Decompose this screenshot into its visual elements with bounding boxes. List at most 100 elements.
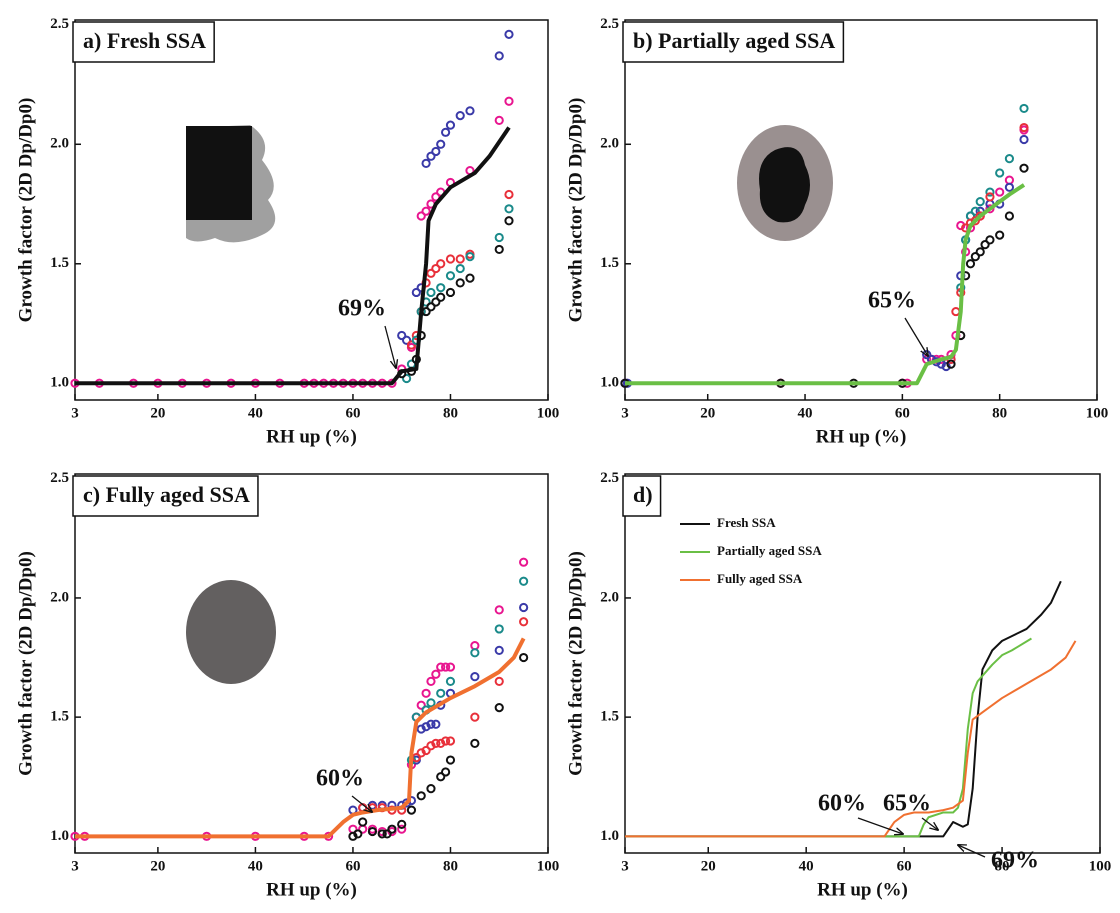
data-point — [946, 359, 956, 369]
data-point — [956, 220, 966, 231]
fit-line — [625, 183, 1026, 386]
data-point — [445, 120, 456, 130]
annotation-arrow — [921, 817, 938, 830]
data-point — [397, 824, 407, 834]
data-point — [421, 206, 431, 216]
data-point — [465, 273, 475, 283]
y-tick-label: 2.0 — [50, 136, 69, 152]
x-tick-label: 3 — [71, 858, 79, 874]
data-point — [1004, 182, 1015, 192]
data-point — [975, 211, 985, 221]
data-point — [367, 826, 378, 837]
x-tick-label: 80 — [995, 858, 1010, 874]
data-point — [406, 805, 417, 815]
data-point — [1019, 103, 1029, 114]
data-point — [1019, 134, 1029, 145]
data-point — [975, 197, 985, 207]
data-point — [985, 187, 995, 197]
data-point — [436, 139, 446, 149]
data-point — [1004, 175, 1015, 185]
data-point — [985, 192, 995, 202]
data-point — [494, 232, 504, 243]
fit-line — [75, 126, 511, 386]
data-point — [1004, 211, 1015, 221]
data-point — [504, 204, 514, 214]
data-point — [421, 688, 431, 698]
data-point — [431, 738, 441, 748]
data-point — [426, 741, 436, 751]
y-tick-label: 1.0 — [50, 375, 69, 391]
data-point — [401, 335, 412, 345]
x-tick-label: 3 — [621, 858, 629, 874]
y-tick-label: 2.5 — [600, 470, 619, 486]
data-point — [416, 791, 426, 801]
data-point — [494, 702, 504, 713]
x-axis-label: RH up (%) — [816, 426, 907, 447]
y-tick-label: 1.0 — [50, 828, 69, 844]
data-point — [421, 745, 431, 756]
x-tick-label: 3 — [71, 405, 79, 421]
data-point — [397, 819, 407, 829]
data-point — [421, 158, 431, 168]
y-tick-label: 1.5 — [600, 255, 619, 271]
x-tick-label: 40 — [798, 405, 813, 421]
data-point — [995, 168, 1005, 178]
y-tick-label: 1.0 — [600, 375, 619, 391]
data-point — [470, 641, 480, 651]
x-tick-label: 60 — [345, 405, 360, 421]
annotation-arrow — [384, 325, 396, 368]
fit-line — [625, 640, 1077, 838]
data-point — [426, 268, 436, 278]
y-tick-label: 2.0 — [50, 589, 69, 605]
data-point — [440, 767, 451, 777]
data-point — [504, 216, 514, 226]
y-axis-label: Growth factor (2D Dp/Dp0) — [565, 98, 586, 323]
data-point — [353, 829, 363, 839]
data-point — [975, 247, 985, 257]
data-point — [426, 151, 436, 161]
data-point — [504, 96, 514, 106]
data-point — [455, 278, 465, 288]
y-axis-label: Growth factor (2D Dp/Dp0) — [15, 98, 36, 323]
data-point — [431, 297, 441, 307]
data-point — [470, 712, 480, 722]
x-tick-label: 40 — [248, 405, 263, 421]
data-point — [436, 772, 446, 782]
data-point — [465, 252, 475, 262]
data-point — [440, 736, 451, 746]
data-point — [470, 738, 480, 748]
data-point — [445, 662, 456, 672]
panel-title: b) Partially aged SSA — [633, 28, 835, 53]
data-point — [426, 302, 436, 312]
y-tick-label: 1.5 — [50, 255, 69, 271]
x-axis-label: RH up (%) — [266, 879, 357, 900]
data-point — [494, 244, 504, 255]
data-point — [494, 51, 504, 61]
fit-line — [625, 637, 1032, 838]
panel-title: c) Fully aged SSA — [83, 482, 250, 507]
data-point — [494, 115, 504, 125]
x-tick-label: 80 — [992, 405, 1007, 421]
data-point — [965, 259, 976, 269]
data-point — [995, 187, 1005, 197]
data-point — [406, 340, 417, 350]
legend-label: Fresh SSA — [717, 515, 776, 530]
panel: 3 20 40 60 80 100 1.0 1.5 2.0 2.5 RH up (%) Growth … — [15, 470, 559, 900]
data-point — [519, 652, 529, 663]
data-point — [995, 230, 1005, 240]
x-tick-label: 40 — [248, 858, 263, 874]
x-tick-label: 100 — [1089, 858, 1112, 874]
data-point — [970, 206, 980, 216]
data-point — [985, 204, 995, 214]
x-tick-label: 20 — [150, 405, 165, 421]
data-point — [382, 829, 392, 839]
data-point — [519, 576, 529, 586]
data-point — [426, 676, 436, 686]
data-point — [951, 306, 961, 317]
data-point — [494, 676, 504, 686]
x-tick-label: 20 — [701, 858, 716, 874]
title-box — [622, 475, 662, 517]
fit-line — [75, 637, 526, 839]
data-point — [431, 192, 441, 202]
